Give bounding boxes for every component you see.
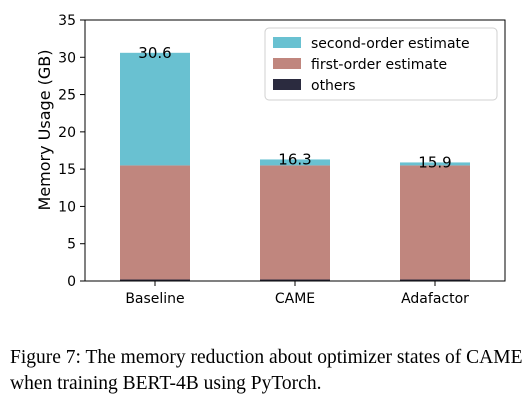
y-tick-label-35: 35 — [58, 13, 76, 29]
legend-label-first-order-estimate: first-order estimate — [311, 57, 447, 73]
bar-baseline-first-order-estimate — [120, 165, 190, 280]
y-tick-label-30: 30 — [58, 50, 76, 66]
y-tick-label-10: 10 — [58, 199, 76, 215]
legend-swatch-second-order-estimate — [273, 37, 301, 48]
plot-area: 0 5 10 15 20 25 30 35 30.6 Baseline 16.3 CAME 15.9 Ad… — [58, 13, 506, 307]
data-label-adafactor: 15.9 — [418, 153, 451, 171]
axes-frame — [84, 19, 506, 282]
bar-baseline-second-order-estimate — [120, 52, 190, 166]
y-tick-label-0: 0 — [67, 274, 76, 290]
x-tick-label-adafactor: Adafactor — [401, 291, 469, 307]
y-tick-label-5: 5 — [67, 237, 76, 253]
stacked-bar-chart: Memory Usage (GB) 0 5 10 15 20 25 30 35 30.6 Base… — [35, 13, 506, 307]
y-axis-title: Memory Usage (GB) — [35, 50, 54, 211]
bar-adafactor-second-order-estimate — [400, 162, 470, 166]
legend-swatch-others — [273, 79, 301, 90]
y-tick-label-20: 20 — [58, 125, 76, 141]
bar-came-first-order-estimate — [260, 165, 330, 280]
y-tick-label-25: 25 — [58, 88, 76, 104]
legend-box — [264, 27, 498, 101]
data-label-came: 16.3 — [278, 150, 311, 168]
bar-came-others — [260, 279, 330, 281]
bar-adafactor-others — [400, 279, 470, 281]
y-tick-label-15: 15 — [58, 162, 76, 178]
x-tick-label-baseline: Baseline — [125, 291, 184, 307]
figure-caption: Figure 7: The memory reduction about opt… — [10, 347, 523, 394]
bar-baseline-others — [120, 279, 190, 281]
legend-swatch-first-order-estimate — [273, 58, 301, 69]
data-label-baseline: 30.6 — [138, 44, 171, 62]
legend-label-others: others — [311, 78, 356, 94]
legend-label-second-order-estimate: second-order estimate — [311, 36, 470, 52]
bar-came-second-order-estimate — [260, 159, 330, 166]
x-tick-label-came: CAME — [275, 291, 315, 307]
bar-adafactor-first-order-estimate — [400, 165, 470, 280]
